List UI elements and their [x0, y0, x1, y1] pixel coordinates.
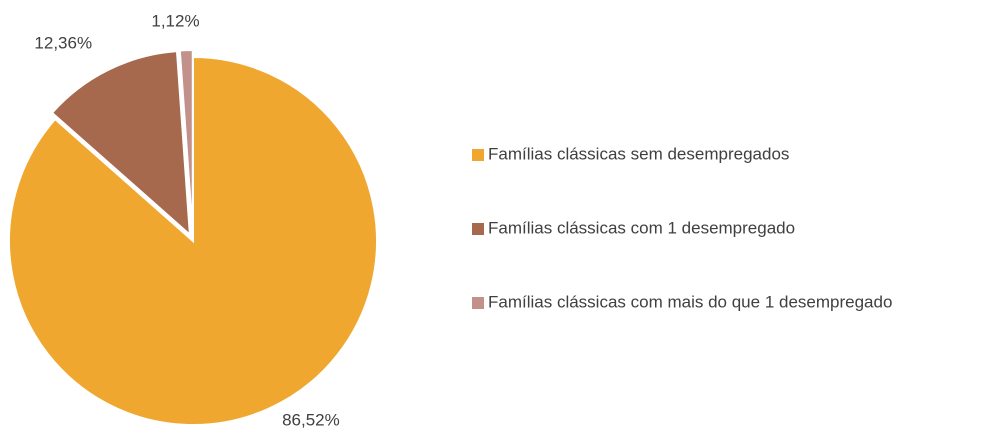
- legend-swatch: [472, 297, 484, 309]
- legend-swatch: [472, 149, 484, 161]
- data-label: 86,52%: [282, 411, 340, 430]
- data-label: 12,36%: [34, 34, 92, 53]
- data-label: 1,12%: [151, 12, 199, 31]
- legend-label: Famílias clássicas sem desempregados: [488, 144, 789, 163]
- pie-slice: [50, 50, 192, 238]
- legend-label: Famílias clássicas com mais do que 1 des…: [488, 292, 892, 311]
- pie-slice: [178, 49, 194, 235]
- legend-label: Famílias clássicas com 1 desempregado: [488, 218, 795, 237]
- legend-swatch: [472, 223, 484, 235]
- pie-slice: [8, 55, 378, 426]
